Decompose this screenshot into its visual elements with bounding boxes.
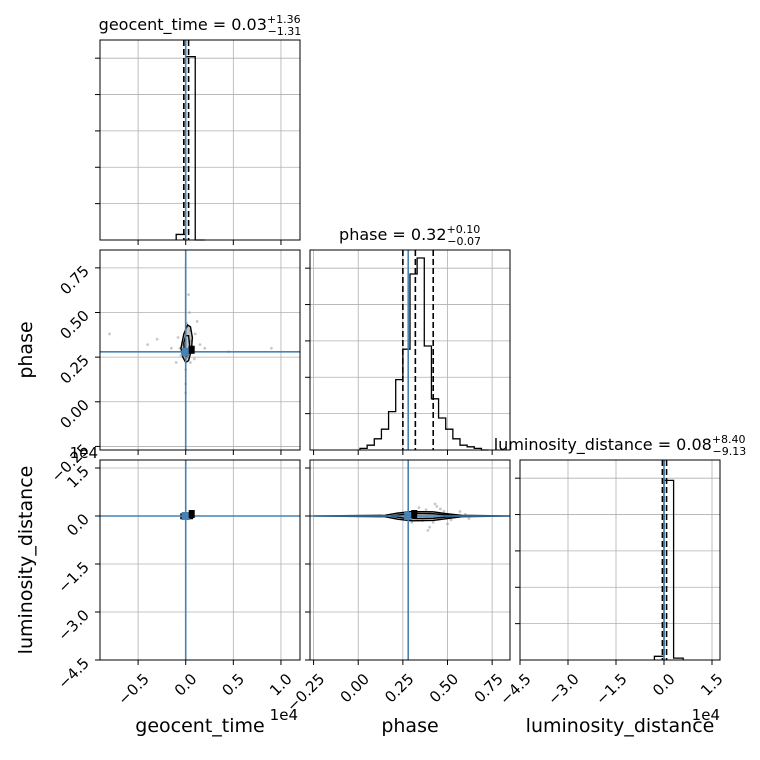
histogram-step [653, 479, 684, 660]
panel-title-phase: phase = 0.32+0.10 −0.07 [339, 223, 481, 248]
sample-point [428, 525, 432, 529]
panel-border [99, 249, 301, 451]
sample-point [192, 357, 196, 361]
title-upper-error: +0.10 [447, 223, 481, 236]
title-value: geocent_time = 0.03 [99, 15, 267, 35]
x-axis-label-luminosity_distance: luminosity_distance [526, 715, 715, 737]
sample-point [442, 509, 446, 513]
sample-point [193, 332, 197, 336]
hist-panel-geocent_time: geocent_time = 0.03+1.36 −1.31 [95, 13, 301, 245]
sample-point [433, 502, 437, 506]
title-lower-error: −0.07 [447, 235, 481, 248]
sample-point [174, 361, 178, 364]
title-lower-error: −9.13 [713, 445, 747, 458]
sample-point [424, 508, 428, 511]
panel-border [309, 249, 511, 451]
y-axis-label-phase: phase [15, 321, 37, 378]
title-value: phase = 0.32 [339, 225, 446, 244]
sample-point [188, 311, 191, 314]
density-peak [411, 510, 418, 518]
sample-point [270, 346, 273, 350]
sample-point [410, 521, 414, 524]
sample-point [198, 343, 202, 347]
x-offset-label-luminosity_distance: 1e4 [692, 706, 720, 724]
panel-border [99, 39, 301, 241]
y-axis-label-luminosity_distance: luminosity_distance [15, 466, 37, 655]
histogram-step [359, 257, 489, 451]
truth-marker [181, 347, 190, 356]
truth-marker [404, 512, 413, 520]
sample-point [417, 506, 421, 510]
sample-point [176, 336, 180, 339]
y-offset-label-luminosity_distance: 1e4 [70, 444, 98, 462]
x-offset-label-geocent_time: 1e4 [270, 706, 298, 724]
panel-title-luminosity_distance: luminosity_distance = 0.08+8.40 −9.13 [494, 433, 747, 458]
sample-point [467, 517, 471, 520]
sample-point [187, 293, 190, 297]
title-upper-error: +1.36 [267, 13, 301, 26]
density-peak [188, 345, 195, 354]
panel-border [309, 459, 511, 661]
sample-point [203, 346, 207, 350]
sample-point [155, 337, 159, 341]
sample-point [170, 346, 173, 350]
x-axis-label-geocent_time: geocent_time [135, 715, 264, 737]
sample-point [431, 521, 435, 524]
truth-marker [181, 512, 190, 520]
sample-point [108, 332, 111, 336]
sample-point [458, 510, 462, 513]
hist-panel-phase: phase = 0.32+0.10 −0.07 [305, 223, 511, 455]
sample-point [426, 529, 430, 532]
sample-point [189, 361, 192, 364]
sample-point [195, 320, 199, 323]
sample-point [446, 522, 449, 526]
panel-border [99, 459, 301, 661]
title-value: luminosity_distance = 0.08 [494, 435, 712, 455]
title-upper-error: +8.40 [712, 433, 746, 446]
x-axis-label-phase: phase [381, 715, 438, 737]
panel-content [100, 250, 300, 450]
panel-content [310, 460, 510, 660]
panel-title-geocent_time: geocent_time = 0.03+1.36 −1.31 [99, 13, 302, 38]
sample-point [435, 505, 439, 508]
panel-content [100, 460, 300, 660]
density-peak [188, 510, 195, 518]
sample-point [438, 507, 442, 511]
sample-point [146, 343, 150, 347]
panel-border [519, 459, 721, 661]
sample-point [449, 518, 453, 522]
title-lower-error: −1.31 [268, 25, 302, 38]
